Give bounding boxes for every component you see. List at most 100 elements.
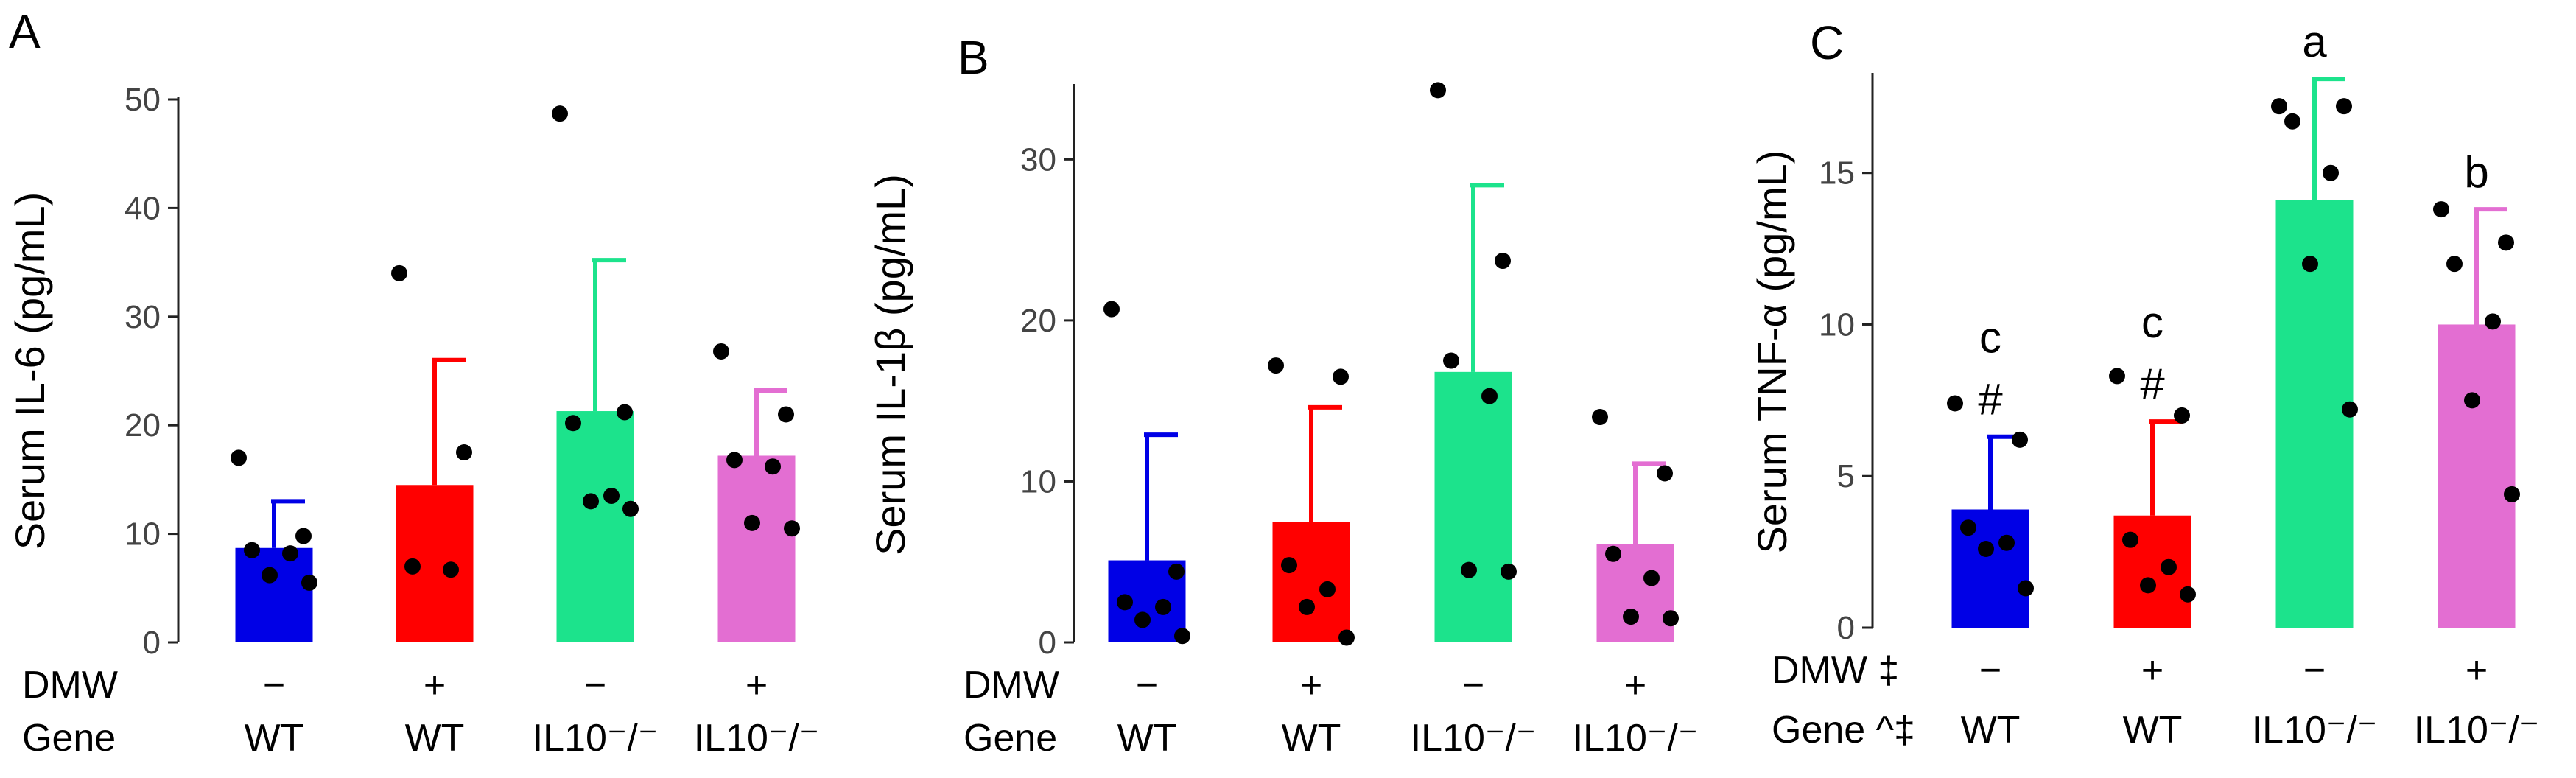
significance-label: b (2464, 147, 2488, 197)
data-point (2140, 577, 2156, 594)
data-point (1268, 357, 1284, 374)
gene-label: IL10⁻/⁻ (2252, 709, 2378, 751)
data-point (1174, 628, 1190, 645)
bar (2438, 324, 2516, 628)
panel-b: B 0 10 20 30 Serum IL-1β (pg/mL) DMW Gene − WT + WT… (867, 31, 1698, 760)
data-point (1947, 395, 1963, 412)
data-point (2302, 256, 2318, 273)
y-tick-label: 10 (1819, 306, 1855, 343)
gene-label: WT (2123, 709, 2183, 751)
panel-letter: B (958, 31, 989, 84)
bar (2113, 515, 2191, 628)
data-point (552, 105, 568, 122)
data-point (726, 452, 743, 469)
dmw-label: + (1624, 664, 1646, 707)
dmw-row-label: DMW (964, 664, 1059, 707)
data-point (2012, 431, 2028, 448)
data-point (2336, 98, 2352, 115)
data-point (778, 406, 794, 423)
data-point (2271, 98, 2287, 115)
dmw-label: + (1300, 664, 1322, 707)
bar (1434, 371, 1512, 642)
panel-letter: A (9, 5, 41, 58)
data-point (1299, 598, 1315, 615)
data-point (2018, 580, 2034, 597)
data-point (2464, 392, 2480, 409)
data-point (2446, 256, 2463, 273)
data-point (1978, 541, 1994, 557)
data-point (2498, 234, 2514, 251)
dmw-label: + (424, 664, 446, 707)
data-point (301, 574, 317, 591)
data-point (1333, 368, 1349, 385)
y-tick-label: 30 (124, 299, 161, 335)
significance-label: # (2140, 360, 2165, 409)
data-point (2485, 313, 2501, 330)
significance-label: # (1978, 375, 2003, 424)
gene-row-label: Gene (964, 717, 1057, 760)
data-point (1643, 570, 1660, 586)
gene-row-label: Gene (22, 717, 116, 760)
data-point (1663, 610, 1679, 627)
dmw-label: + (2466, 649, 2488, 692)
data-point (622, 500, 639, 517)
data-point (1281, 557, 1297, 574)
data-point (1319, 581, 1336, 597)
gene-label: WT (405, 717, 465, 760)
data-point (231, 449, 247, 466)
data-point (1623, 609, 1639, 625)
data-point (2284, 113, 2300, 130)
y-tick-label: 15 (1819, 155, 1855, 192)
dmw-row-label: DMW (22, 664, 118, 707)
data-point (2109, 368, 2125, 385)
gene-label: IL10⁻/⁻ (2414, 709, 2540, 751)
data-point (1338, 629, 1355, 646)
data-point (404, 558, 421, 575)
gene-label: IL10⁻/⁻ (1573, 717, 1699, 760)
data-point (2504, 486, 2520, 502)
bar (556, 411, 634, 642)
panel-letter: C (1810, 16, 1844, 69)
bar (717, 455, 796, 642)
y-tick-label: 0 (1837, 610, 1855, 646)
dmw-label: + (2141, 649, 2163, 692)
data-point (1168, 563, 1185, 580)
data-point (295, 528, 312, 544)
dmw-label: − (1462, 664, 1484, 707)
data-point (1103, 301, 1120, 318)
data-point (1495, 253, 1511, 270)
data-point (1155, 598, 1171, 615)
data-point (244, 542, 260, 558)
data-point (1605, 545, 1621, 562)
data-point (784, 520, 800, 537)
data-point (456, 444, 472, 461)
data-point (1998, 534, 2015, 551)
gene-label: IL10⁻/⁻ (694, 717, 820, 760)
gene-label: WT (1282, 717, 1341, 760)
panel-c: C 0 5 10 15 Serum TNF-α (pg/mL) DMW ‡ Gene ^‡ # c… (1749, 16, 2539, 751)
bar (1272, 522, 1350, 642)
data-point (443, 561, 459, 578)
gene-row-label: Gene ^‡ (1772, 709, 1915, 751)
data-point (1501, 563, 1517, 580)
data-point (2342, 401, 2358, 418)
dmw-label: − (2303, 649, 2326, 692)
data-point (1430, 82, 1446, 99)
data-point (2433, 201, 2449, 218)
data-point (1960, 519, 1976, 536)
bar (235, 547, 313, 642)
significance-label: c (1979, 313, 2001, 362)
data-point (1461, 561, 1477, 578)
data-point (1134, 611, 1151, 628)
dmw-label: − (1136, 664, 1158, 707)
data-point (765, 458, 781, 475)
data-point (565, 415, 581, 432)
data-point (391, 264, 407, 281)
data-point (2122, 531, 2138, 548)
data-point (1657, 465, 1673, 482)
y-tick-label: 40 (124, 190, 161, 226)
dmw-label: + (745, 664, 768, 707)
y-tick-label: 10 (124, 516, 161, 553)
gene-label: IL10⁻/⁻ (533, 717, 659, 760)
